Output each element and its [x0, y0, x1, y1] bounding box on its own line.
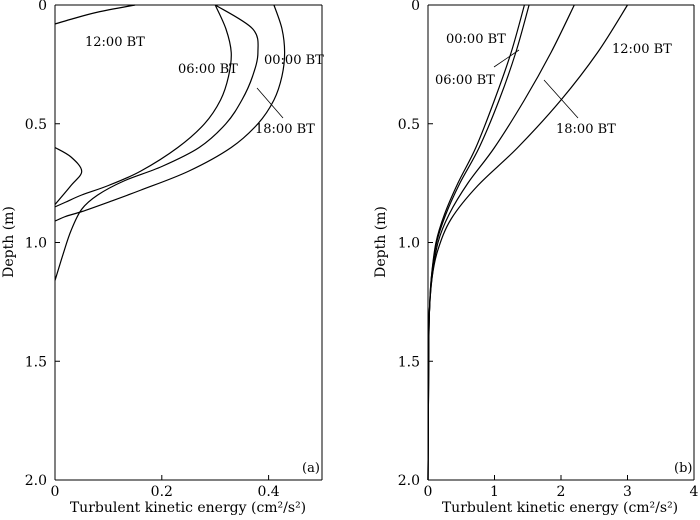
annot-b-0000: 00:00 BT	[446, 32, 506, 47]
panel-a-xlabel: Turbulent kinetic energy (cm²/s²)	[70, 500, 306, 516]
panel-a-ylabel: Depth (m)	[1, 206, 17, 278]
leader-b-1800	[543, 79, 579, 119]
panel-a-series-0600	[54, 4, 232, 208]
panel-b-xlabel: Turbulent kinetic energy (cm²/s²)	[442, 500, 678, 516]
leader-a-1800	[256, 87, 284, 119]
panel-b-series-1800	[427, 4, 575, 481]
panel-b-xtick-label: 4	[690, 484, 699, 500]
panel-a-series-1200	[54, 4, 136, 25]
panel-a-series-0000	[54, 4, 286, 222]
panel-b-ytick-label: 1.0	[398, 236, 420, 252]
annot-a-0600: 06:00 BT	[178, 62, 238, 77]
panel-b-xtick-label: 3	[623, 484, 632, 500]
panel-a-ytick-label: 0.5	[25, 117, 47, 133]
annot-b-0600: 06:00 BT	[435, 73, 495, 88]
panel-a-xtick-label: 0.2	[151, 484, 173, 500]
panel-b-label: (b)	[674, 461, 692, 476]
annot-b-1800: 18:00 BT	[556, 122, 616, 137]
annot-b-1200: 12:00 BT	[612, 42, 672, 57]
panel-a-ytick-label: 1.5	[25, 354, 47, 370]
panel-a-label: (a)	[302, 461, 320, 476]
annot-a-1200: 12:00 BT	[85, 35, 145, 50]
panel-b-xtick-label: 2	[557, 484, 566, 500]
panel-a-series-1200-lower	[54, 146, 83, 205]
panel-a-ytick-label: 0	[38, 0, 47, 14]
panel-a-xtick-label: 0.4	[257, 484, 279, 500]
panel-b-xtick-label: 0	[424, 484, 433, 500]
panel-b-xtick-label: 1	[490, 484, 499, 500]
leader-b-0600	[493, 49, 520, 68]
panel-b-ytick-label: 0	[411, 0, 420, 14]
panel-b-ytick-label: 1.5	[398, 354, 420, 370]
panel-b: 0 1 2 3 4 0 0.5 1.0 1.5 2.0 (b) Turbulent kinetic…	[373, 0, 699, 516]
panel-a-ytick-label: 2.0	[25, 473, 47, 489]
panel-a-series-1800	[54, 4, 259, 281]
panel-b-ytick-label: 2.0	[398, 473, 420, 489]
panel-b-ylabel: Depth (m)	[373, 206, 389, 278]
annot-a-1800: 18:00 BT	[255, 122, 315, 137]
annot-a-0000: 00:00 BT	[264, 53, 324, 68]
panel-a: 0 0.2 0.4 0 0.5 1.0 1.5 2.0 (a) Turbulent kinet…	[1, 0, 324, 516]
panel-a-xtick-label: 0	[51, 484, 60, 500]
panel-a-ytick-label: 1.0	[25, 236, 47, 252]
panel-b-ytick-label: 0.5	[398, 117, 420, 133]
